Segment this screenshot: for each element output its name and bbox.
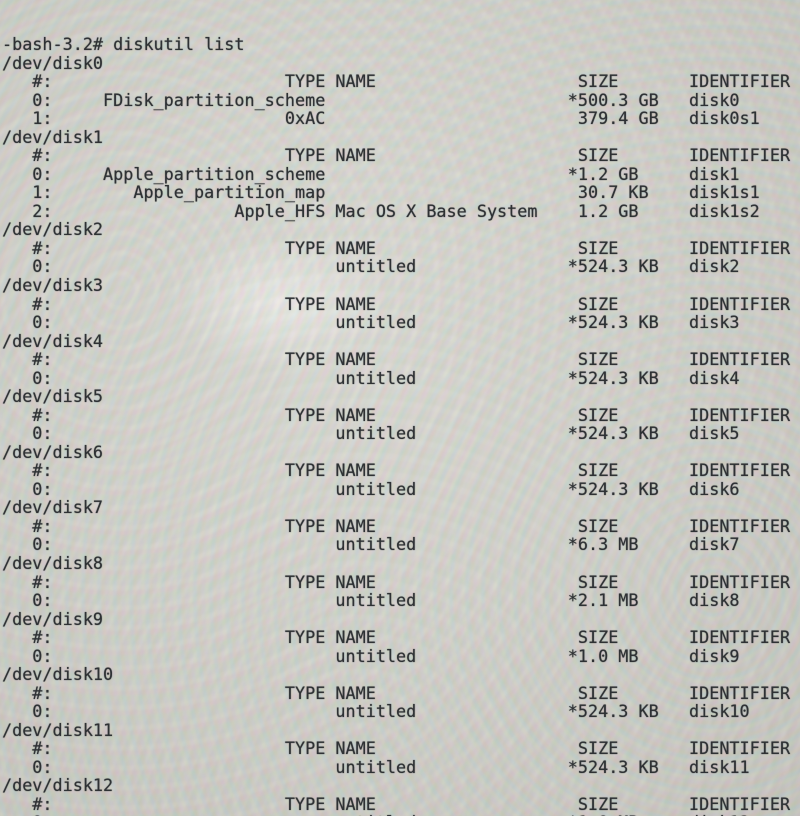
terminal-line: /dev/disk10	[2, 664, 114, 685]
terminal-line: 0: untitled *1.0 MB disk12	[2, 813, 800, 816]
terminal-line: /dev/disk9	[2, 608, 104, 629]
terminal-line: 0: untitled *6.3 MB disk7	[2, 534, 740, 555]
terminal-line: 0: untitled *524.3 KB disk11	[2, 756, 750, 777]
terminal-line: 0: untitled *524.3 KB disk3	[2, 312, 740, 333]
terminal-line: #: TYPE NAME SIZE IDENTIFIER	[2, 349, 791, 370]
terminal-line: 0: untitled *524.3 KB disk5	[2, 423, 740, 444]
terminal-line: #: TYPE NAME SIZE IDENTIFIER	[2, 404, 791, 425]
terminal-line: 0: untitled *524.3 KB disk2	[2, 256, 740, 277]
terminal-line: #: TYPE NAME SIZE IDENTIFIER	[2, 738, 791, 759]
terminal-line: #: TYPE NAME SIZE IDENTIFIER	[2, 145, 791, 166]
terminal-line: #: TYPE NAME SIZE IDENTIFIER	[2, 293, 791, 314]
terminal-line: /dev/disk0	[2, 52, 104, 73]
terminal-line: #: TYPE NAME SIZE IDENTIFIER	[2, 460, 791, 481]
terminal-line: #: TYPE NAME SIZE IDENTIFIER	[2, 515, 791, 536]
terminal-line: 0: untitled *524.3 KB disk6	[2, 478, 740, 499]
terminal-line: 0: untitled *1.0 MB disk9	[2, 645, 740, 666]
terminal-line: 1: 0xAC 379.4 GB disk0s1	[2, 108, 760, 129]
terminal-line: #: TYPE NAME SIZE IDENTIFIER	[2, 237, 791, 258]
terminal-line: /dev/disk7	[2, 497, 104, 518]
terminal-line: /dev/disk3	[2, 275, 104, 295]
terminal-line: #: TYPE NAME SIZE IDENTIFIER	[2, 571, 791, 592]
terminal-line: /dev/disk4	[2, 330, 104, 351]
terminal-line: #: TYPE NAME SIZE IDENTIFIER	[2, 627, 791, 648]
terminal-line: 0: Apple_partition_scheme *1.2 GB disk1	[2, 163, 740, 184]
terminal-line: /dev/disk6	[2, 441, 104, 462]
terminal-line: /dev/disk5	[2, 386, 104, 407]
terminal-line: 0: untitled *524.3 KB disk10	[2, 701, 750, 722]
terminal-line: -bash-3.2# diskutil list	[2, 34, 245, 55]
terminal-line: /dev/disk8	[2, 552, 104, 573]
terminal-line: 0: untitled *2.1 MB disk8	[2, 590, 740, 611]
terminal-line: /dev/disk11	[2, 719, 114, 740]
terminal-line: /dev/disk12	[2, 775, 114, 796]
terminal-line: /dev/disk1	[2, 126, 104, 147]
terminal-line: 0: FDisk_partition_scheme *500.3 GB disk…	[2, 89, 740, 110]
terminal-line: #: TYPE NAME SIZE IDENTIFIER	[2, 793, 791, 814]
terminal-line: 2: Apple_HFS Mac OS X Base System 1.2 GB…	[2, 200, 760, 221]
terminal-line: /dev/disk2	[2, 219, 104, 240]
terminal-line: 0: untitled *524.3 KB disk4	[2, 367, 740, 388]
terminal-line: 1: Apple_partition_map 30.7 KB disk1s1	[2, 182, 760, 203]
terminal-line: #: TYPE NAME SIZE IDENTIFIER	[2, 71, 791, 92]
terminal-line: #: TYPE NAME SIZE IDENTIFIER	[2, 682, 791, 703]
terminal-lines: -bash-3.2# diskutil list/dev/disk0 #: TY…	[2, 35, 800, 816]
